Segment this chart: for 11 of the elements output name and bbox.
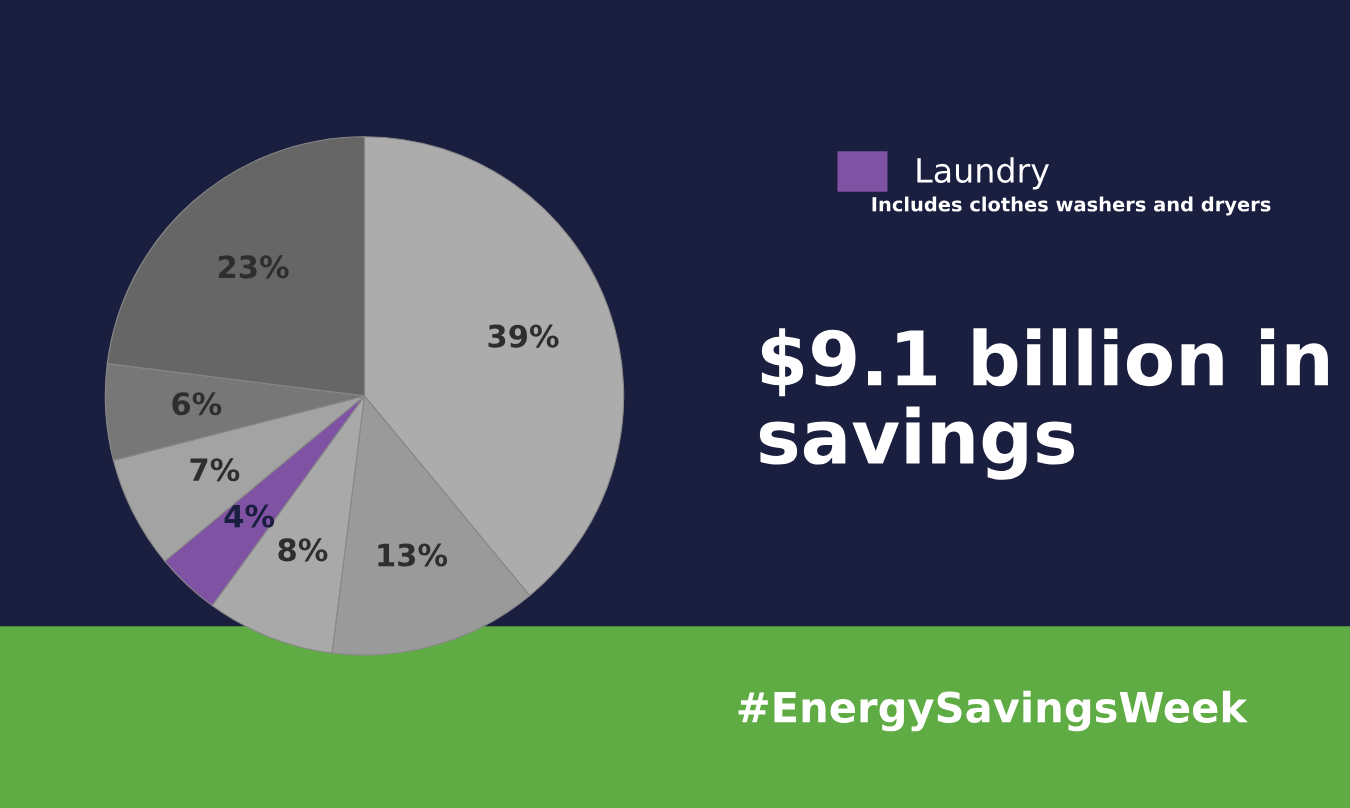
text: #EnergySavingsWeek [738, 690, 1248, 732]
data-label: 4% [224, 504, 275, 528]
data-label: 39% [488, 324, 559, 348]
data-label: 6% [172, 392, 222, 416]
data-label: 8% [278, 538, 328, 562]
data-label: 7% [190, 458, 240, 482]
data-label: 13% [378, 543, 448, 567]
text: Includes clothes washers and dryers [872, 196, 1271, 216]
text: $9.1 billion in savings [759, 328, 1328, 480]
legend-label: Laundry [917, 157, 1049, 190]
data-label: 23% [218, 255, 289, 279]
